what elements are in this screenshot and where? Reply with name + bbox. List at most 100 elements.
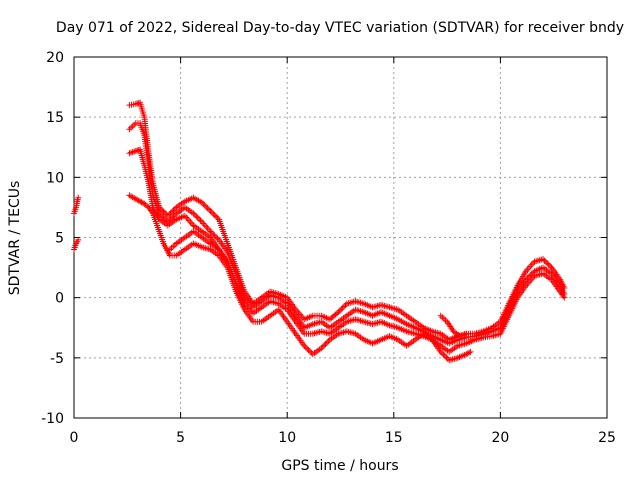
data-point xyxy=(207,228,214,235)
data-point xyxy=(540,256,547,263)
data-point xyxy=(171,242,178,249)
data-point xyxy=(442,317,449,324)
data-point xyxy=(305,347,312,354)
data-point xyxy=(544,260,551,267)
series-track-6 xyxy=(126,192,474,364)
data-point xyxy=(541,257,548,264)
x-tick-label: 0 xyxy=(70,430,79,446)
data-point xyxy=(524,275,531,282)
data-point xyxy=(321,342,328,349)
data-point xyxy=(160,214,167,221)
data-point xyxy=(193,213,200,220)
data-point xyxy=(443,354,450,361)
x-axis-label: GPS time / hours xyxy=(281,458,398,474)
y-tick-label: -10 xyxy=(41,411,64,427)
data-point xyxy=(335,309,342,316)
x-tick-label: 20 xyxy=(491,430,509,446)
series-track-7 xyxy=(166,228,231,265)
data-point xyxy=(166,211,173,218)
data-point xyxy=(128,124,135,131)
series-track-5 xyxy=(126,146,568,355)
data-point xyxy=(201,202,208,209)
data-point xyxy=(301,342,308,349)
data-point xyxy=(194,214,201,221)
data-point xyxy=(342,302,349,309)
y-tick-label: 15 xyxy=(46,110,64,126)
data-point xyxy=(437,348,444,355)
data-point xyxy=(208,229,215,236)
data-point xyxy=(211,232,218,239)
data-point xyxy=(167,210,174,217)
chart-title: Day 071 of 2022, Sidereal Day-to-day VTE… xyxy=(56,20,624,36)
data-point xyxy=(545,261,552,268)
data-point xyxy=(323,339,330,346)
data-point xyxy=(224,258,231,265)
data-point xyxy=(463,330,470,337)
data-point xyxy=(440,315,447,322)
y-tick-label: 0 xyxy=(55,291,64,307)
data-point xyxy=(129,123,136,130)
data-point xyxy=(440,351,447,358)
data-point xyxy=(467,348,474,355)
data-point xyxy=(437,312,444,319)
data-point xyxy=(170,243,177,250)
data-point xyxy=(170,207,177,214)
data-point xyxy=(206,206,213,213)
tick-labels: 0 5 10 15 20 25 -10 -5 0 5 10 15 20 xyxy=(41,50,616,446)
data-point xyxy=(75,194,82,201)
data-point xyxy=(439,314,446,321)
data-point xyxy=(170,213,177,220)
data-point xyxy=(214,215,221,222)
data-point xyxy=(164,212,171,219)
data-point xyxy=(306,348,313,355)
data-point xyxy=(441,353,448,360)
data-point xyxy=(561,294,568,301)
y-tick-label: 5 xyxy=(55,231,64,247)
data-point xyxy=(198,199,205,206)
data-point xyxy=(339,304,346,311)
data-point xyxy=(207,208,214,215)
data-marks xyxy=(71,99,568,364)
data-point xyxy=(208,209,215,216)
data-point xyxy=(319,343,326,350)
data-point xyxy=(191,211,198,218)
data-point xyxy=(213,234,220,241)
data-point xyxy=(213,213,220,220)
data-point xyxy=(325,338,332,345)
data-point xyxy=(159,207,166,214)
data-point xyxy=(171,205,178,212)
data-point xyxy=(211,212,218,219)
data-point xyxy=(547,263,554,270)
data-point xyxy=(200,201,207,208)
data-point xyxy=(204,205,211,212)
grid-lines xyxy=(74,57,607,418)
data-point xyxy=(333,310,340,317)
y-axis-label: SDTVAR / TECUs xyxy=(7,181,23,296)
x-tick-label: 10 xyxy=(278,430,296,446)
y-tick-label: 10 xyxy=(46,170,64,186)
data-point xyxy=(214,235,221,242)
series-track-3 xyxy=(126,99,568,343)
axis-ticks xyxy=(73,56,608,419)
data-point xyxy=(131,121,138,128)
data-point xyxy=(196,216,203,223)
data-point xyxy=(210,210,217,217)
data-point xyxy=(530,269,537,276)
data-point xyxy=(338,306,345,313)
data-point xyxy=(542,258,549,265)
data-point xyxy=(197,217,204,224)
x-tick-label: 5 xyxy=(176,430,185,446)
data-point xyxy=(304,345,311,352)
data-point xyxy=(341,303,348,310)
data-point xyxy=(322,340,329,347)
data-point xyxy=(75,236,82,243)
data-point xyxy=(439,350,446,357)
data-point xyxy=(466,349,473,356)
data-point xyxy=(203,203,210,210)
series-track-1 xyxy=(71,236,82,253)
data-point xyxy=(336,307,343,314)
x-tick-label: 15 xyxy=(385,430,403,446)
data-point xyxy=(171,211,178,218)
data-point xyxy=(210,231,217,238)
